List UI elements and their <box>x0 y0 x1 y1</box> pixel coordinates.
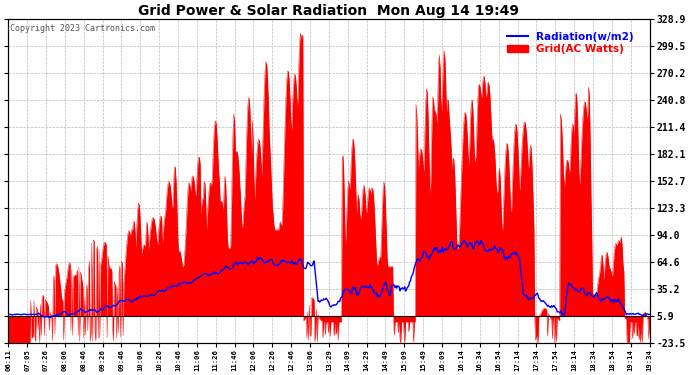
Text: Copyright 2023 Cartronics.com: Copyright 2023 Cartronics.com <box>10 24 155 33</box>
Legend: Radiation(w/m2), Grid(AC Watts): Radiation(w/m2), Grid(AC Watts) <box>503 28 638 58</box>
Title: Grid Power & Solar Radiation  Mon Aug 14 19:49: Grid Power & Solar Radiation Mon Aug 14 … <box>139 4 520 18</box>
